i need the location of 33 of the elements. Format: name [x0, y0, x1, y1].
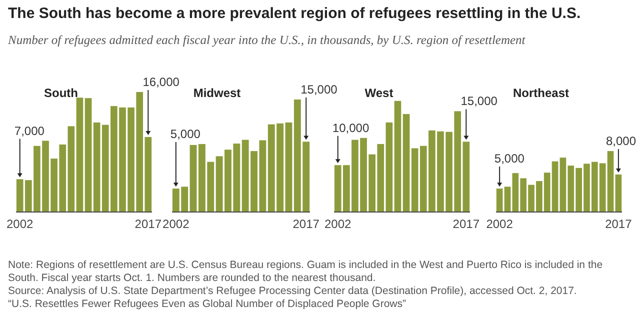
chart-title: West [364, 86, 394, 100]
x-tick-label: 2002 [6, 217, 34, 231]
chart-title: Midwest [193, 86, 241, 100]
text: “U.S. Resettles Fewer Refugees Even as Global Number of Displaced People Grows” [8, 298, 407, 310]
bar [394, 100, 402, 212]
data-label: 8,000 [606, 134, 636, 148]
bar [615, 174, 622, 212]
data-label: 16,000 [142, 75, 180, 89]
x-tick-label: 2002 [324, 217, 352, 231]
data-label: 15,000 [460, 94, 498, 108]
data-label: 10,000 [332, 120, 370, 135]
chart-title: Northeast [512, 86, 570, 100]
text: The South has become a more prevalent region of refugees resettling in the U.S. [8, 5, 581, 22]
bar [190, 144, 197, 212]
data-label: 5,000 [170, 127, 201, 142]
data-label: 15,000 [300, 82, 338, 96]
data-label: 7,000 [14, 124, 45, 138]
bar [84, 98, 92, 212]
x-tick-label: 2017 [605, 217, 632, 231]
text: Note: Regions of resettlement are U.S. Census Bureau regions. Guam is included in the West and Puerto Rico is included in the South. Fiscal year starts Oct. 1. Numbers are rounded to the nearest thousand. [8, 259, 603, 284]
bar [285, 122, 292, 212]
data-label: 5,000 [494, 152, 525, 166]
bar [76, 98, 84, 212]
source-note: Source: Analysis of U.S. State Department’s Refugee Processing Center data (Destination Profile), accessed Oct. 2, 2017. [8, 285, 577, 297]
x-tick-label: 2017 [452, 217, 480, 231]
x-tick-label: 2017 [292, 217, 320, 231]
bar [402, 114, 410, 212]
x-tick-label: 2002 [486, 217, 514, 231]
bar [496, 188, 503, 212]
x-tick-label: 2017 [134, 217, 162, 231]
text: Number of refugees admitted each fiscal year into the U.S., in thousands, by U.S. region of resettlement [7, 33, 526, 47]
chart-title: South [44, 86, 78, 100]
x-tick-label: 2002 [162, 217, 190, 231]
